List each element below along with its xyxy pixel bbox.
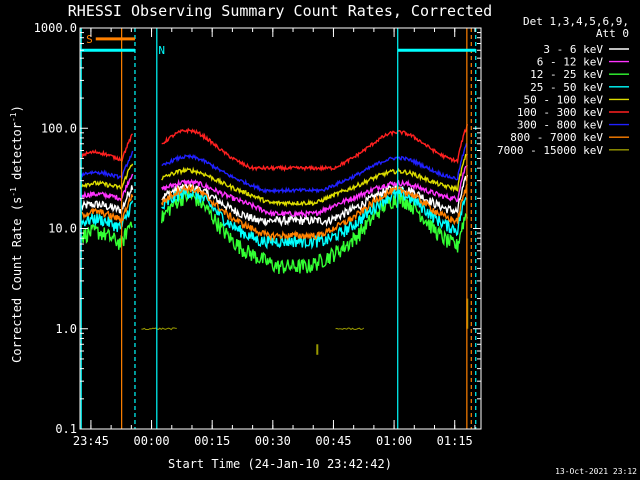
annotation-label-n: N: [158, 44, 165, 57]
series-line-5-seg-1: [161, 123, 468, 173]
series-line-2-seg-0: [80, 221, 133, 250]
x-tick-label-1: 00:00: [133, 434, 169, 448]
plot-layer: SN: [80, 28, 477, 429]
legend-label-0: 3 - 6 keV: [543, 43, 603, 56]
x-tick-label-5: 01:00: [376, 434, 412, 448]
legend-label-7: 800 - 7000 keV: [510, 131, 603, 144]
series-line-5-seg-0: [80, 133, 134, 162]
y-tick-label-0: 1000.0: [34, 21, 77, 35]
x-tick-label-6: 01:15: [437, 434, 473, 448]
series-line-6-seg-1: [161, 143, 468, 195]
series-line-7-seg-1: [161, 183, 468, 242]
series-line-7-seg-0: [81, 194, 134, 224]
y-tick-label-4: 0.1: [55, 422, 77, 436]
legend-label-5: 100 - 300 keV: [517, 106, 603, 119]
x-tick-label-3: 00:30: [255, 434, 291, 448]
x-axis-label: Start Time (24-Jan-10 23:42:42): [168, 457, 392, 471]
legend-header-line-1: Det 1,3,4,5,6,9,: [523, 15, 629, 28]
series-line-4-seg-1: [161, 153, 468, 208]
y-tick-label-2: 10.0: [48, 222, 77, 236]
series-line-8-seg-0: [141, 327, 177, 331]
legend-label-6: 300 - 800 keV: [517, 119, 603, 132]
legend-label-3: 25 - 50 keV: [530, 81, 603, 94]
series-line-2-seg-1: [161, 189, 468, 275]
axes-layer: 1000.0 100.0 10.0 1.0 0.123:45 00:00 00:15 00:3…: [34, 21, 482, 448]
footer-timestamp: 13-Oct-2021 23:12: [555, 467, 637, 476]
series-line-1-seg-0: [80, 173, 134, 202]
y-tick-label-1: 100.0: [41, 121, 77, 135]
series-line-0-seg-0: [80, 185, 134, 214]
series-line-3-seg-0: [80, 200, 134, 233]
y-axis-label: Corrected Count Rate (s-1 detector-1): [9, 105, 24, 363]
x-tick-label-2: 00:15: [194, 434, 230, 448]
series-line-8-seg-1: [335, 327, 365, 331]
series-line-4-seg-0: [80, 163, 134, 191]
legend-label-8: 7000 - 15000 keV: [497, 144, 603, 157]
chart-title: RHESSI Observing Summary Count Rates, Co…: [68, 2, 492, 20]
legend-label-2: 12 - 25 keV: [530, 68, 603, 81]
y-tick-label-3: 1.0: [55, 322, 77, 336]
series-line-6-seg-0: [80, 150, 134, 180]
legend-label-4: 50 - 100 keV: [524, 93, 604, 106]
x-tick-label-0: 23:45: [73, 434, 109, 448]
legend-label-1: 6 - 12 keV: [537, 56, 604, 69]
legend-header-line-2: Att 0: [596, 27, 629, 40]
series-line-1-seg-1: [161, 164, 468, 219]
annotation-label-s: S: [86, 33, 93, 46]
x-tick-label-4: 00:45: [315, 434, 351, 448]
